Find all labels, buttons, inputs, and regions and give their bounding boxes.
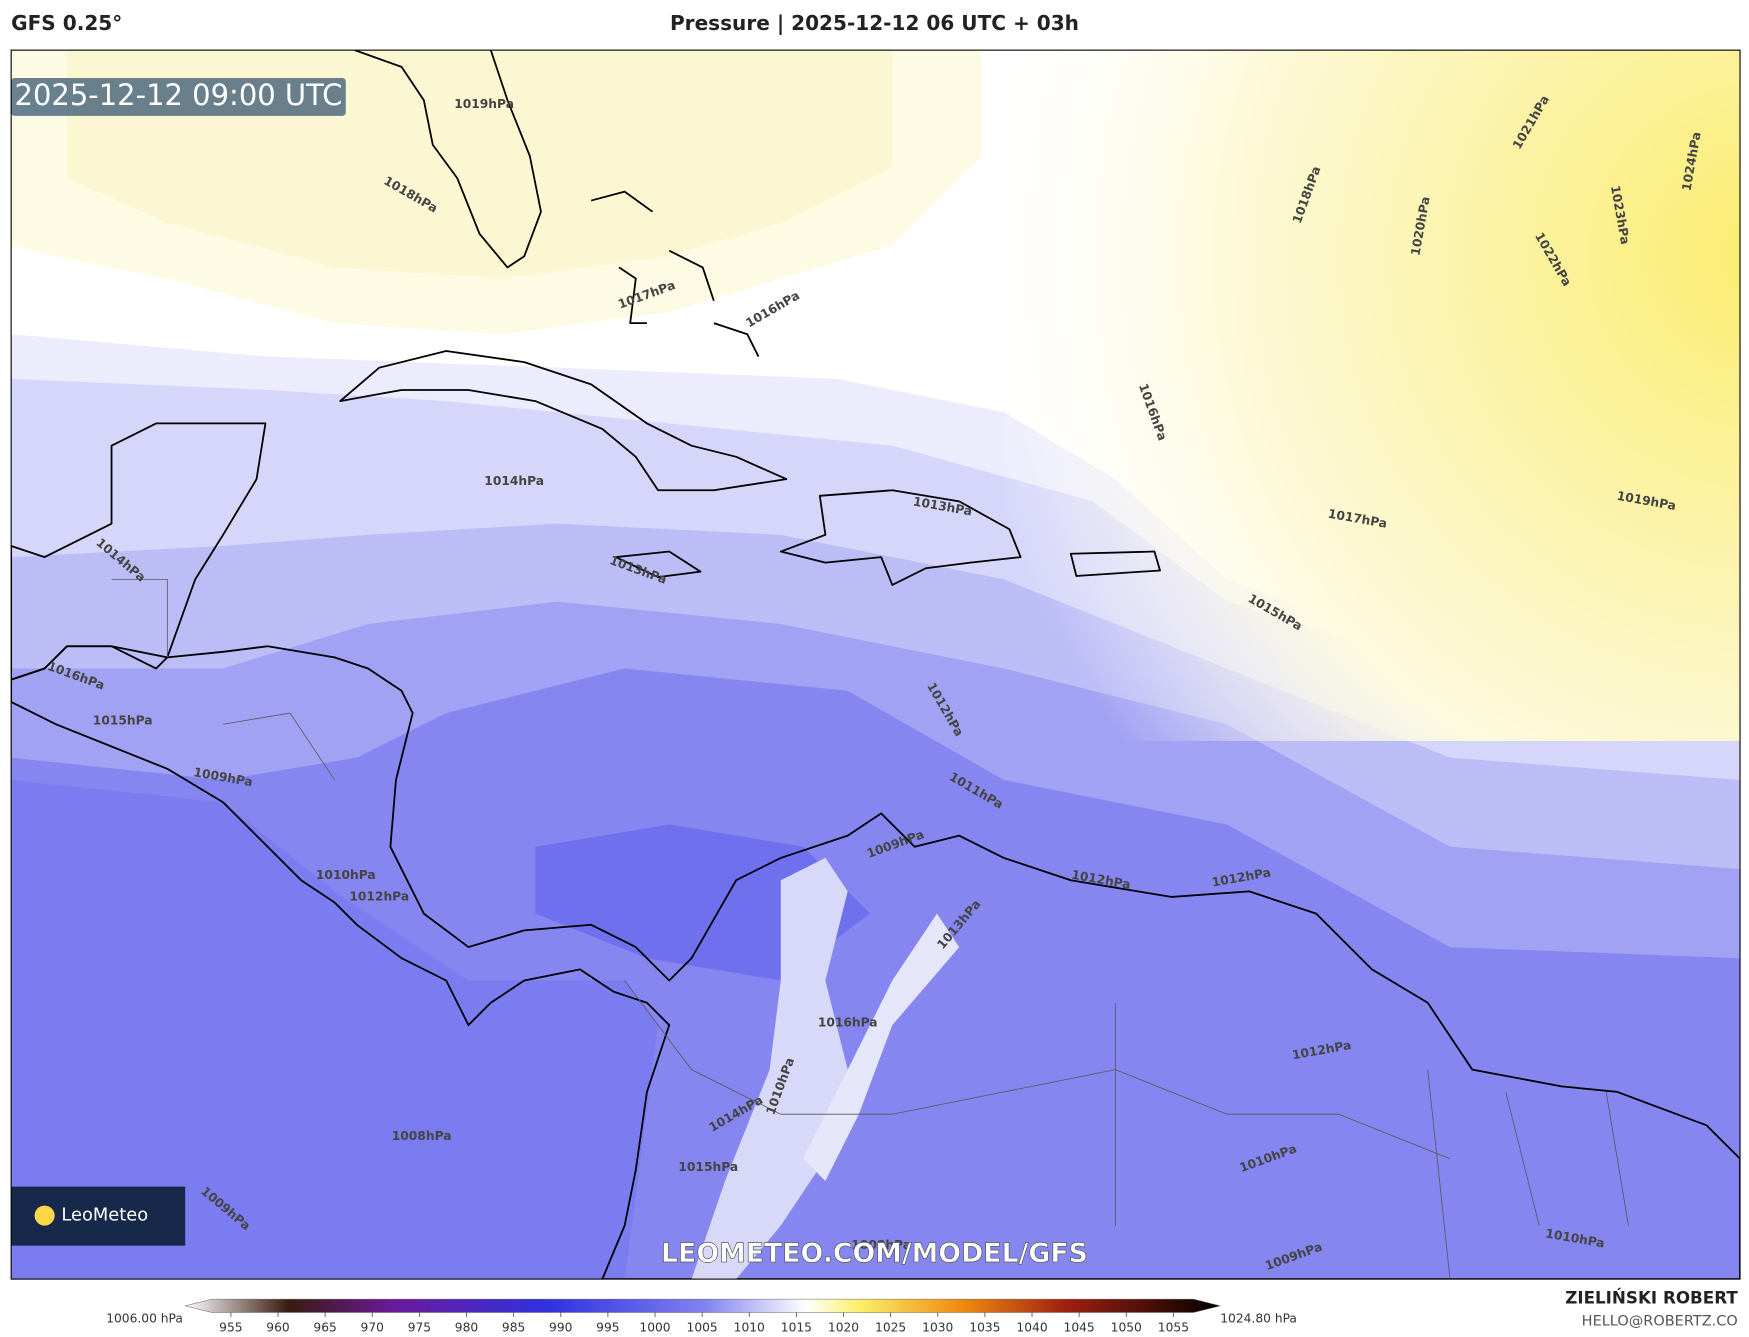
contour-label: 1008hPa	[392, 1129, 452, 1143]
contour-label: 1010hPa	[316, 868, 376, 882]
colorbar	[185, 1298, 1221, 1313]
colorbar-tick-label: 975	[408, 1321, 431, 1335]
hispaniola	[779, 489, 1022, 586]
contour-label: 1016hPa	[818, 1015, 878, 1029]
yucatan	[11, 422, 267, 681]
colorbar-tick-label: 995	[596, 1321, 619, 1335]
model-name: GFS 0.25°	[11, 11, 122, 35]
colorbar-tick-label: 1000	[639, 1321, 670, 1335]
colorbar-tick-label: 970	[361, 1321, 384, 1335]
colorbar-tick-label: 985	[502, 1321, 525, 1335]
colorbar-tick-label: 1050	[1111, 1321, 1142, 1335]
mainland	[11, 645, 1741, 1280]
high-pressure	[1003, 50, 1741, 741]
colorbar-min: 1006.00 hPa	[106, 1312, 183, 1326]
colorbar-ticks: 955 960 965 970 975 980 985 990 995 1000 1005 1010 1…	[219, 1312, 1189, 1335]
author: ZIELIŃSKI ROBERT	[1565, 1288, 1738, 1308]
colorbar-tick-label: 1025	[875, 1321, 906, 1335]
contour-label: 1019hPa	[454, 97, 514, 111]
email: HELLO@ROBERTZ.CO	[1582, 1313, 1738, 1329]
logo-sun	[34, 1205, 55, 1226]
logo-text: LeoMeteo	[61, 1205, 148, 1226]
colorbar-tick-label: 965	[313, 1321, 336, 1335]
contour-label: 1012hPa	[349, 889, 409, 903]
jamaica	[614, 550, 702, 579]
puerto-rico	[1069, 550, 1161, 577]
field-band	[11, 779, 659, 1280]
colorbar-tick-label: 1015	[781, 1321, 812, 1335]
colorbar-tick-label: 1035	[969, 1321, 1000, 1335]
borders	[111, 578, 1629, 1280]
colorbar-tick-label: 960	[266, 1321, 289, 1335]
map-frame	[10, 49, 1741, 1280]
contour-label: 1015hPa	[93, 713, 153, 727]
colorbar-tick-label: 1005	[687, 1321, 718, 1335]
bahamas	[590, 190, 760, 357]
colorbar-tick-label: 980	[455, 1321, 478, 1335]
watermark: LEOMETEO.COM/MODEL/GFS	[661, 1238, 1088, 1269]
contour-label: 1015hPa	[678, 1160, 738, 1174]
colorbar-tick-label: 1040	[1016, 1321, 1047, 1335]
map-title: Pressure | 2025-12-12 06 UTC + 03h	[670, 11, 1079, 35]
contour-label: 1014hPa	[484, 474, 544, 488]
colorbar-tick-label: 1055	[1158, 1321, 1189, 1335]
colorbar-tick-label: 1030	[922, 1321, 953, 1335]
colorbar-max: 1024.80 hPa	[1220, 1312, 1297, 1326]
andes-ridge	[691, 857, 848, 1280]
florida	[354, 50, 542, 269]
colorbar-tick-label: 955	[219, 1321, 242, 1335]
timestamp: 2025-12-12 09:00 UTC	[15, 78, 343, 112]
colorbar-tick-label: 990	[549, 1321, 572, 1335]
colorbar-tick-label: 1010	[734, 1321, 765, 1335]
colorbar-tick-label: 1020	[828, 1321, 859, 1335]
timestamp-box	[11, 77, 346, 116]
contour-label: 1008hPa	[851, 1238, 911, 1252]
cuba	[339, 350, 788, 492]
colorbar-tick-label: 1045	[1064, 1321, 1095, 1335]
